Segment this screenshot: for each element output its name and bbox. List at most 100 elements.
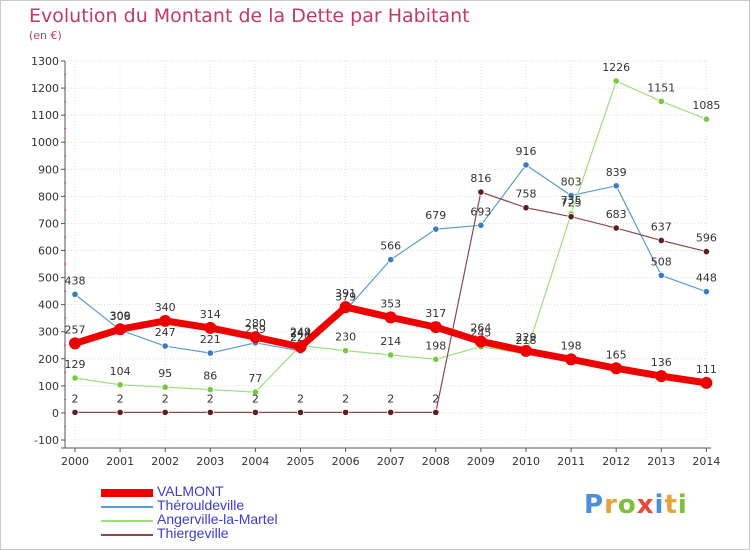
data-point-thiergeville bbox=[432, 408, 440, 416]
data-label-valmont: 244 bbox=[290, 327, 311, 340]
data-point-angerville-la-martel bbox=[116, 381, 124, 389]
legend-item-therouldeville: Thérouldeville bbox=[101, 497, 421, 514]
y-tick-label: 200 bbox=[38, 353, 59, 366]
data-label-valmont: 317 bbox=[425, 307, 446, 320]
data-point-valmont bbox=[69, 337, 81, 350]
data-point-valmont bbox=[520, 344, 532, 357]
data-label-thiergeville: 758 bbox=[516, 188, 537, 201]
data-label-thiergeville: 683 bbox=[606, 208, 627, 221]
data-point-angerville-la-martel bbox=[657, 97, 665, 105]
data-point-thiergeville bbox=[657, 236, 665, 245]
data-label-valmont: 280 bbox=[245, 317, 266, 330]
data-label-angerville-la-martel: 735 bbox=[561, 194, 582, 207]
data-point-thiergeville bbox=[477, 188, 485, 196]
x-tick-label: 2008 bbox=[422, 455, 450, 468]
x-tick-label: 2003 bbox=[196, 455, 224, 468]
y-minor-dot bbox=[64, 425, 66, 428]
data-point-valmont bbox=[384, 311, 397, 324]
data-point-thiergeville bbox=[296, 408, 305, 416]
data-label-angerville-la-martel: 218 bbox=[516, 334, 537, 347]
data-point-angerville-la-martel bbox=[612, 77, 620, 85]
data-label-angerville-la-martel: 86 bbox=[203, 370, 217, 383]
data-label-thiergeville: 2 bbox=[387, 392, 394, 405]
x-tick-labels: 2000 2001 2002 2003 2004 2005 2006 2007 2008 2009… bbox=[61, 448, 720, 468]
data-label-valmont: 136 bbox=[651, 356, 672, 369]
x-tick-label: 2013 bbox=[647, 455, 675, 468]
data-label-thiergeville: 2 bbox=[342, 392, 349, 405]
legend-swatch-valmont bbox=[101, 489, 153, 497]
data-point-therouldeville bbox=[702, 288, 711, 296]
legend-label-valmont: VALMONT bbox=[157, 483, 224, 499]
data-point-thiergeville bbox=[567, 213, 575, 221]
y-minor-dot bbox=[64, 181, 66, 184]
data-label-valmont: 309 bbox=[110, 309, 131, 322]
y-minor-dot bbox=[64, 317, 66, 320]
x-tick-label: 2007 bbox=[377, 455, 405, 468]
legend-item-thiergeville: Thiergeville bbox=[101, 525, 421, 542]
y-minor-dot bbox=[64, 127, 66, 130]
data-point-therouldeville bbox=[432, 225, 440, 233]
data-point-thiergeville bbox=[522, 204, 530, 212]
data-point-thiergeville bbox=[341, 408, 350, 416]
data-label-thiergeville: 2 bbox=[432, 392, 439, 405]
series-valmont: 257 309 340 314 280 244 391 353 317 264 229 198 165 1… bbox=[65, 287, 717, 389]
data-label-angerville-la-martel: 1226 bbox=[602, 61, 630, 74]
legend-item-valmont: VALMONT bbox=[101, 483, 421, 500]
data-point-thiergeville bbox=[116, 408, 124, 416]
data-point-therouldeville bbox=[161, 342, 169, 350]
x-tick-label: 2011 bbox=[557, 455, 585, 468]
logo-letter: r bbox=[604, 490, 618, 520]
data-point-thiergeville bbox=[251, 408, 259, 416]
y-minor-dot bbox=[64, 344, 66, 347]
data-point-angerville-la-martel bbox=[251, 388, 259, 396]
y-minor-dot bbox=[64, 398, 66, 401]
data-point-angerville-la-martel bbox=[71, 374, 79, 382]
data-label-thiergeville: 2 bbox=[252, 392, 259, 405]
data-label-therouldeville: 379 bbox=[335, 290, 356, 303]
y-tick-label: 0 bbox=[52, 407, 59, 420]
x-tick-label: 2006 bbox=[332, 455, 360, 468]
legend-swatch-angerville bbox=[101, 520, 153, 522]
data-point-therouldeville bbox=[71, 290, 79, 298]
legend-label-angerville: Angerville-la-Martel bbox=[157, 511, 278, 527]
legend-swatch-thiergeville bbox=[101, 534, 153, 536]
data-point-therouldeville bbox=[477, 221, 485, 229]
y-tick-label: 1300 bbox=[31, 55, 59, 68]
x-tick-label: 2010 bbox=[512, 455, 540, 468]
data-label-thiergeville: 2 bbox=[162, 392, 169, 405]
data-point-therouldeville bbox=[612, 182, 620, 190]
data-label-thiergeville: 637 bbox=[651, 220, 672, 233]
y-minor-dot bbox=[64, 263, 66, 266]
data-label-angerville-la-martel: 104 bbox=[110, 365, 131, 378]
x-tick-label: 2002 bbox=[151, 455, 179, 468]
data-label-therouldeville: 803 bbox=[561, 176, 582, 189]
data-label-thiergeville: 2 bbox=[117, 392, 124, 405]
data-point-thiergeville bbox=[702, 247, 711, 256]
legend: VALMONT Thérouldeville Angerville-la-Mar… bbox=[101, 483, 421, 542]
y-minor-dot bbox=[64, 208, 66, 211]
data-label-thiergeville: 2 bbox=[297, 392, 304, 405]
y-minor-dot bbox=[64, 235, 66, 238]
logo-letter: i bbox=[654, 490, 665, 520]
axes bbox=[61, 61, 711, 449]
data-point-valmont bbox=[474, 335, 487, 348]
y-minor-dot bbox=[64, 290, 66, 293]
y-minor-dot bbox=[64, 73, 66, 76]
y-tick-label: 1200 bbox=[31, 82, 59, 95]
data-label-valmont: 353 bbox=[380, 297, 401, 310]
series-thiergeville: 2 2 2 2 2 2 2 2 2 816 758 725 683 637 596 bbox=[71, 172, 717, 416]
data-label-valmont: 198 bbox=[561, 339, 582, 352]
data-label-valmont: 264 bbox=[470, 321, 491, 334]
x-tick-label: 2001 bbox=[106, 455, 134, 468]
data-point-valmont bbox=[294, 340, 307, 353]
data-label-angerville-la-martel: 95 bbox=[158, 367, 172, 380]
data-point-angerville-la-martel bbox=[206, 386, 214, 394]
y-tick-label: 1000 bbox=[31, 136, 59, 149]
logo-letter: o bbox=[617, 490, 637, 520]
data-label-angerville-la-martel: 77 bbox=[248, 372, 262, 385]
x-tick-label: 2000 bbox=[61, 455, 89, 468]
data-label-therouldeville: 916 bbox=[516, 145, 537, 158]
